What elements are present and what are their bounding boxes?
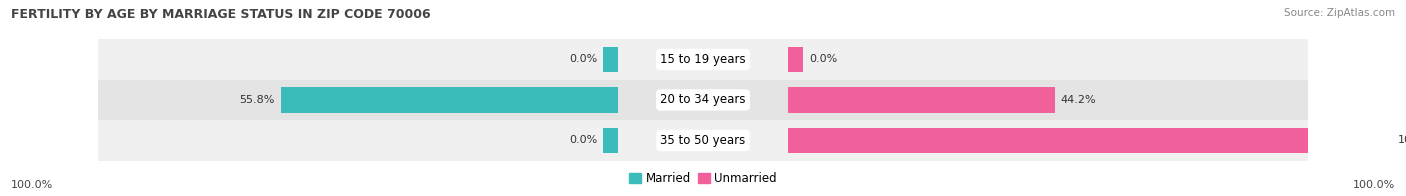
Bar xyxy=(787,128,1392,153)
Text: 100.0%: 100.0% xyxy=(11,180,53,190)
Bar xyxy=(98,39,1308,80)
Bar xyxy=(98,120,1308,161)
Bar xyxy=(787,87,1054,113)
Text: 100.0%: 100.0% xyxy=(1353,180,1395,190)
Text: Source: ZipAtlas.com: Source: ZipAtlas.com xyxy=(1284,8,1395,18)
Bar xyxy=(787,47,803,72)
Text: 44.2%: 44.2% xyxy=(1062,95,1097,105)
Text: 0.0%: 0.0% xyxy=(569,54,598,64)
Bar xyxy=(603,47,619,72)
Bar xyxy=(603,128,619,153)
Text: 20 to 34 years: 20 to 34 years xyxy=(661,93,745,106)
Text: 15 to 19 years: 15 to 19 years xyxy=(661,53,745,66)
Text: 0.0%: 0.0% xyxy=(808,54,837,64)
Legend: Married, Unmarried: Married, Unmarried xyxy=(624,168,782,190)
Bar xyxy=(98,80,1308,120)
Bar xyxy=(281,87,619,113)
Text: 100.0%: 100.0% xyxy=(1398,135,1406,145)
Text: 55.8%: 55.8% xyxy=(239,95,276,105)
Text: 0.0%: 0.0% xyxy=(569,135,598,145)
Text: FERTILITY BY AGE BY MARRIAGE STATUS IN ZIP CODE 70006: FERTILITY BY AGE BY MARRIAGE STATUS IN Z… xyxy=(11,8,430,21)
Text: 35 to 50 years: 35 to 50 years xyxy=(661,134,745,147)
